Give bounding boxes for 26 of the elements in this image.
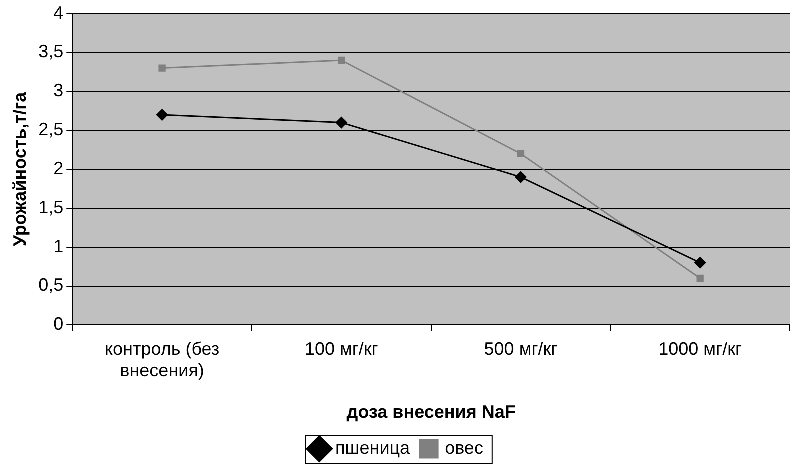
legend-label: пшеница xyxy=(336,438,412,458)
point xyxy=(696,274,704,282)
y-tick-label: 3 xyxy=(54,80,64,101)
category-label: контроль (без xyxy=(104,338,220,359)
category-label: внесения) xyxy=(120,360,204,381)
point xyxy=(336,117,348,129)
legend-label: овес xyxy=(445,438,484,458)
x-tick-label: 500 мг/кг xyxy=(484,338,558,359)
point xyxy=(515,172,527,184)
y-tick-label: 0 xyxy=(54,314,64,334)
y-tick-label: 0,5 xyxy=(38,275,64,296)
x-tick-label: 1000 мг/кг xyxy=(658,338,742,359)
x-tick-label: 100 мг/кг xyxy=(304,338,379,359)
y-tick-label: 2 xyxy=(54,158,64,178)
y-tick-label: 1,5 xyxy=(38,197,64,218)
y-tick-label: 1 xyxy=(54,236,64,256)
point xyxy=(694,257,706,269)
y-tick-label: 4 xyxy=(54,2,64,23)
point xyxy=(156,109,168,121)
y-tick-label: 2,5 xyxy=(38,120,64,140)
y-axis-title: Урожайность,т/га xyxy=(10,91,30,247)
point xyxy=(338,56,346,64)
x-axis-title: доза внесения NaF xyxy=(346,402,516,422)
point xyxy=(517,150,525,158)
point xyxy=(158,64,166,72)
y-tick-label: 3,5 xyxy=(38,42,64,62)
